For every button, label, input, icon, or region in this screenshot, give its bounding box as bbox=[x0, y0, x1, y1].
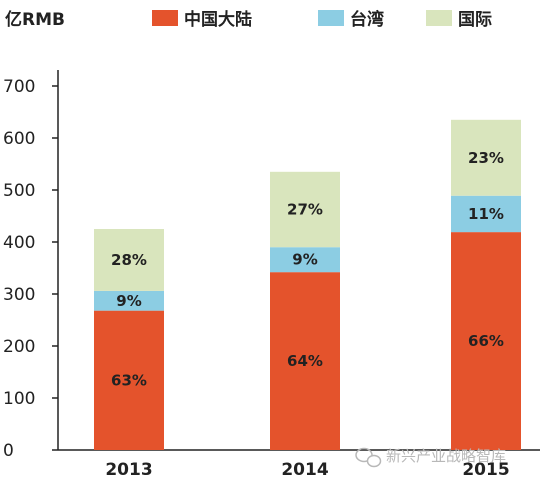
legend-swatch bbox=[426, 10, 452, 26]
bar-segment bbox=[451, 119, 521, 196]
bar-segment bbox=[270, 247, 340, 273]
y-tick-label: 100 bbox=[3, 389, 35, 409]
data-label: 11% bbox=[468, 205, 504, 223]
legend-swatch bbox=[318, 10, 344, 26]
legend-label: 台湾 bbox=[350, 9, 384, 30]
data-label: 63% bbox=[111, 371, 147, 389]
bar-segment bbox=[451, 232, 521, 450]
bar-segment bbox=[94, 310, 164, 450]
bar-segment bbox=[94, 290, 164, 311]
x-tick-label: 2014 bbox=[281, 460, 328, 480]
y-axis-ticks: 0 100 200 300 400 500 600 700 bbox=[3, 77, 58, 461]
wechat-icon bbox=[355, 447, 382, 468]
data-label: 66% bbox=[468, 332, 504, 350]
y-tick-label: 300 bbox=[3, 285, 35, 305]
legend-label: 中国大陆 bbox=[184, 9, 252, 30]
bar-segment bbox=[270, 272, 340, 450]
watermark-text: 新兴产业战略智库 bbox=[386, 447, 506, 465]
watermark: 新兴产业战略智库 bbox=[355, 447, 506, 468]
data-label: 9% bbox=[116, 292, 141, 310]
bars: 63% 9% 28% 64% 9% 27% 66% 11% 23% bbox=[94, 119, 521, 450]
y-tick-label: 400 bbox=[3, 233, 35, 253]
bar-segment bbox=[94, 229, 164, 291]
y-tick-label: 600 bbox=[3, 129, 35, 149]
data-label: 27% bbox=[287, 201, 323, 219]
bar-segment bbox=[270, 171, 340, 248]
x-tick-label: 2015 bbox=[462, 460, 509, 480]
x-tick-label: 2013 bbox=[105, 460, 152, 480]
legend-label: 国际 bbox=[458, 10, 492, 30]
data-label: 9% bbox=[292, 251, 317, 269]
data-label: 23% bbox=[468, 149, 504, 167]
data-label: 64% bbox=[287, 352, 323, 370]
legend: 中国大陆 台湾 国际 bbox=[152, 9, 492, 30]
bar-segment bbox=[451, 195, 521, 233]
y-unit-label: 亿RMB bbox=[5, 9, 65, 30]
data-label: 28% bbox=[111, 251, 147, 269]
y-tick-label: 0 bbox=[3, 441, 14, 461]
y-tick-label: 700 bbox=[3, 77, 35, 97]
x-axis-labels: 2013 2014 2015 bbox=[105, 460, 509, 480]
y-tick-label: 200 bbox=[3, 337, 35, 357]
y-tick-label: 500 bbox=[3, 181, 35, 201]
legend-swatch bbox=[152, 10, 178, 26]
